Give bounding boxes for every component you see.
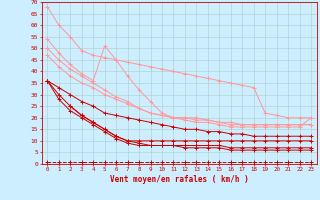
X-axis label: Vent moyen/en rafales ( km/h ): Vent moyen/en rafales ( km/h ): [110, 175, 249, 184]
